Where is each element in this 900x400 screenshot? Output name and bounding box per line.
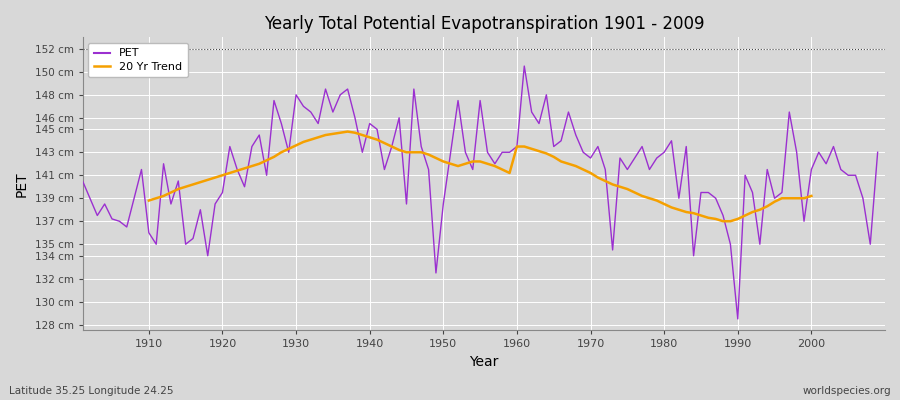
Legend: PET, 20 Yr Trend: PET, 20 Yr Trend <box>88 43 188 77</box>
X-axis label: Year: Year <box>469 355 499 369</box>
Title: Yearly Total Potential Evapotranspiration 1901 - 2009: Yearly Total Potential Evapotranspiratio… <box>264 15 704 33</box>
Y-axis label: PET: PET <box>15 171 29 197</box>
Text: Latitude 35.25 Longitude 24.25: Latitude 35.25 Longitude 24.25 <box>9 386 174 396</box>
Text: worldspecies.org: worldspecies.org <box>803 386 891 396</box>
